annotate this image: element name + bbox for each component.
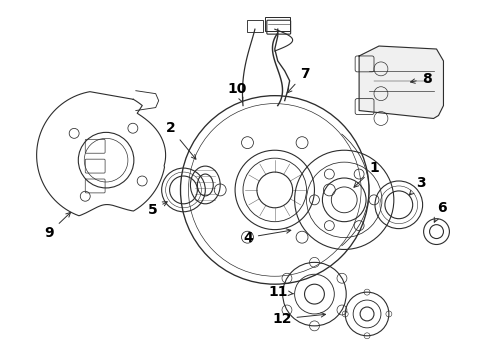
- Text: 9: 9: [45, 212, 71, 240]
- Text: 7: 7: [287, 67, 309, 93]
- Polygon shape: [359, 46, 443, 118]
- Text: 8: 8: [411, 72, 432, 86]
- Text: 5: 5: [148, 202, 167, 217]
- Text: 10: 10: [227, 82, 247, 102]
- Text: 2: 2: [166, 121, 196, 159]
- Text: 3: 3: [409, 176, 425, 195]
- Text: 4: 4: [243, 229, 291, 244]
- Text: 6: 6: [434, 201, 446, 222]
- Text: 1: 1: [354, 161, 379, 187]
- Text: 12: 12: [272, 312, 325, 326]
- Text: 11: 11: [268, 285, 293, 299]
